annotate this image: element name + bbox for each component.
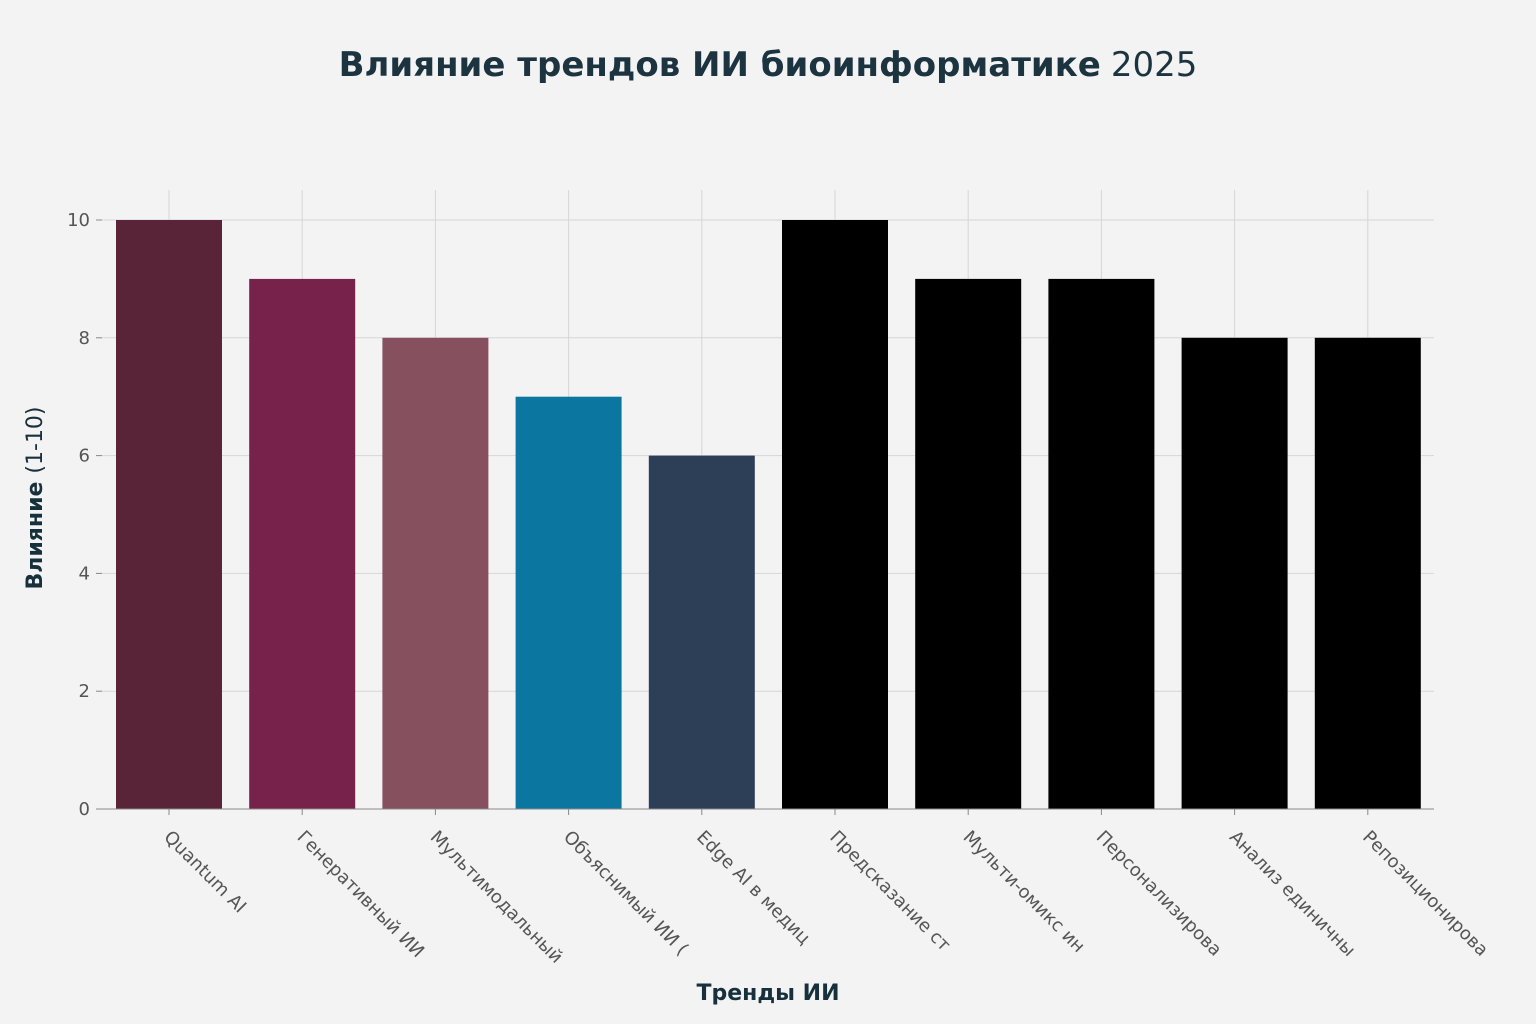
y-axis-title: Влияние (1-10) <box>23 406 48 589</box>
axes <box>96 219 1434 815</box>
x-axis-title: Тренды ИИ <box>696 981 839 1006</box>
bar <box>382 337 489 809</box>
chart-title-year: 2025 <box>1111 45 1198 85</box>
x-tick-label: Генеративный ИИ <box>293 827 428 962</box>
x-tick-label: Мультимодальный <box>426 827 567 968</box>
bar <box>648 455 755 809</box>
bar <box>1181 337 1288 809</box>
x-tick-labels: Quantum AI Генеративный ИИМультимодальный… <box>159 827 1492 968</box>
bar <box>116 220 222 809</box>
bars <box>116 220 1421 809</box>
x-tick-label: Анализ единичны <box>1225 827 1359 961</box>
bar <box>915 278 1022 809</box>
x-tick-label: Объяснимый ИИ ( <box>559 827 692 960</box>
y-axis-title-unit: (1-10) <box>23 406 48 473</box>
x-tick-label: Персонализирова <box>1092 827 1226 961</box>
y-axis-title-main: Влияние <box>23 482 48 590</box>
y-tick-label: 10 <box>67 210 90 231</box>
y-tick-label: 8 <box>79 328 90 349</box>
bar <box>782 220 888 809</box>
x-tick-label: Мульти-омикс ин <box>959 827 1089 957</box>
bar <box>1048 278 1155 809</box>
chart-title-main: Влияние трендов ИИ биоинформатике <box>339 45 1101 85</box>
x-tick-label: Репозиционирова <box>1358 827 1492 961</box>
y-tick-label: 4 <box>79 563 90 584</box>
bar <box>249 278 356 809</box>
y-tick-label: 6 <box>79 446 90 467</box>
x-tick-label: Edge AI в медиц <box>692 827 814 949</box>
bar <box>515 396 622 809</box>
x-tick-label: Quantum AI <box>159 827 250 918</box>
chart-title: Влияние трендов ИИ биоинформатике 2025 <box>339 45 1198 85</box>
x-tick-label: Предсказание ст <box>825 827 954 956</box>
bar <box>1314 337 1421 809</box>
y-tick-labels: 0 2 4 6 8 10 <box>67 210 90 820</box>
y-tick-label: 0 <box>79 799 90 820</box>
y-tick-label: 2 <box>79 681 90 702</box>
